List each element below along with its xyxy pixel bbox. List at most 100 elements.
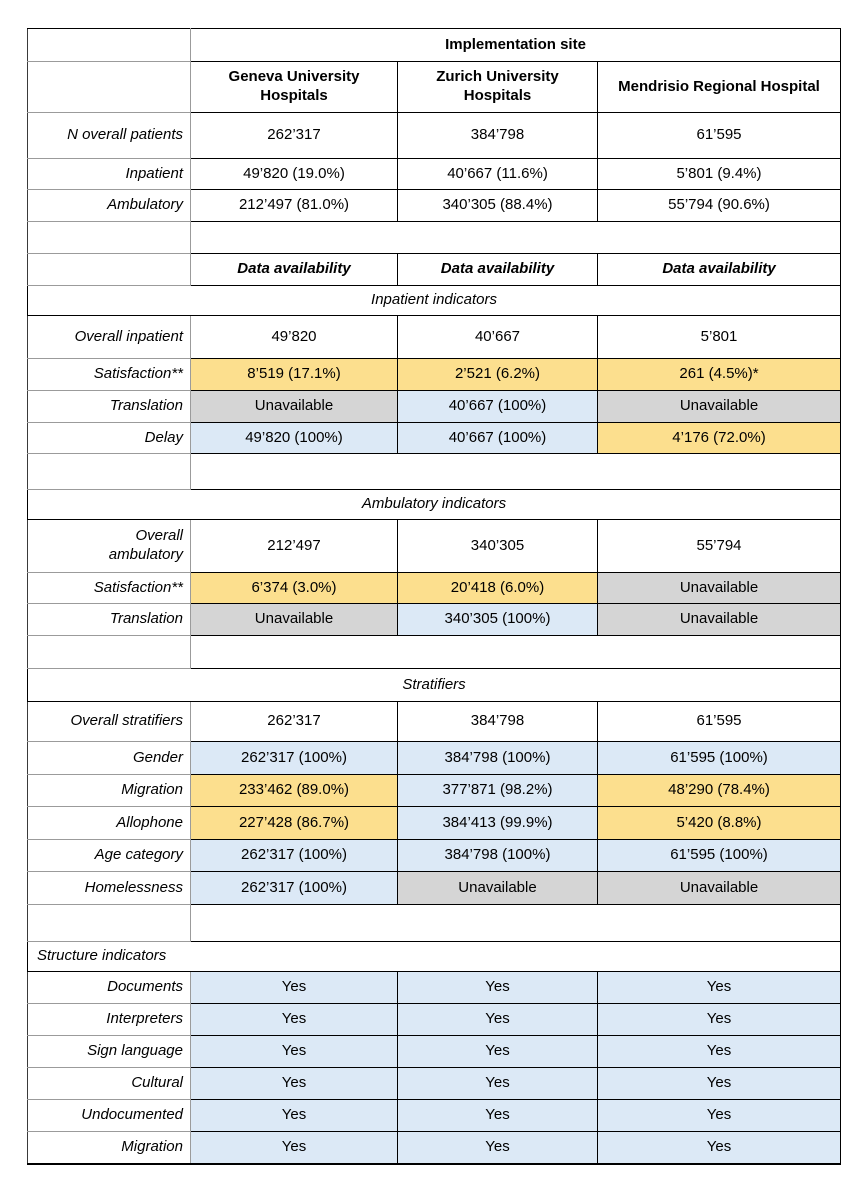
row-label: Inpatient bbox=[27, 158, 191, 190]
row-homelessness: Homelessness 262’317 (100%) Unavailable … bbox=[27, 871, 842, 905]
cell-geneva: 262’317 bbox=[190, 701, 398, 742]
row-label: Allophone bbox=[27, 806, 191, 840]
section-title: Structure indicators bbox=[26, 941, 842, 972]
row-inpatient-delay: Delay 49’820 (100%) 40’667 (100%) 4’176 … bbox=[27, 422, 842, 454]
cell-mendrisio: 55’794 (90.6%) bbox=[596, 189, 842, 222]
cell-zurich: Yes bbox=[397, 1067, 598, 1100]
cell-mendrisio: Yes bbox=[596, 1035, 842, 1068]
cell-zurich: Yes bbox=[397, 1003, 598, 1036]
data-availability-mendrisio: Data availability bbox=[596, 253, 842, 286]
row-hospital-names: Geneva University Hospitals Zurich Unive… bbox=[27, 61, 842, 113]
row-ambulatory-translation: Translation Unavailable 340’305 (100%) U… bbox=[27, 603, 842, 636]
row-label: Gender bbox=[27, 741, 191, 775]
cell-zurich: 340’305 bbox=[397, 519, 598, 573]
row-spacer bbox=[27, 453, 842, 490]
implementation-site-table: Implementation site Geneva University Ho… bbox=[26, 28, 842, 1165]
row-label: Migration bbox=[27, 774, 191, 807]
row-undocumented: Undocumented Yes Yes Yes bbox=[27, 1099, 842, 1132]
cell-zurich: Unavailable bbox=[397, 871, 598, 905]
row-label: Translation bbox=[27, 603, 191, 636]
data-availability-zurich: Data availability bbox=[397, 253, 598, 286]
row-n-overall-patients: N overall patients 262’317 384’798 61’59… bbox=[27, 112, 842, 159]
empty-label-cell bbox=[27, 221, 191, 254]
empty-merged-cell bbox=[189, 221, 842, 254]
row-overall-stratifiers: Overall stratifiers 262’317 384’798 61’5… bbox=[27, 701, 842, 742]
column-header-mendrisio: Mendrisio Regional Hospital bbox=[596, 61, 842, 113]
column-header-geneva: Geneva University Hospitals bbox=[190, 61, 398, 113]
row-label: Sign language bbox=[27, 1035, 191, 1068]
empty-label-cell bbox=[27, 904, 191, 942]
cell-zurich: 2’521 (6.2%) bbox=[397, 358, 598, 391]
empty-label-cell bbox=[27, 453, 191, 490]
cell-zurich: 377’871 (98.2%) bbox=[397, 774, 598, 807]
row-label: Cultural bbox=[27, 1067, 191, 1100]
row-spacer bbox=[27, 221, 842, 254]
empty-label-cell bbox=[27, 635, 191, 669]
cell-geneva: 49’820 bbox=[190, 315, 398, 359]
section-title: Inpatient indicators bbox=[26, 285, 842, 316]
cell-geneva: Yes bbox=[190, 1035, 398, 1068]
cell-mendrisio: Yes bbox=[596, 971, 842, 1004]
row-label: Documents bbox=[27, 971, 191, 1004]
section-ambulatory-indicators: Ambulatory indicators bbox=[26, 489, 842, 520]
cell-mendrisio: 61’595 (100%) bbox=[596, 741, 842, 775]
cell-geneva: Yes bbox=[190, 1003, 398, 1036]
row-documents: Documents Yes Yes Yes bbox=[27, 971, 842, 1004]
data-availability-geneva: Data availability bbox=[190, 253, 398, 286]
cell-mendrisio: 5’801 bbox=[596, 315, 842, 359]
cell-geneva: Unavailable bbox=[190, 603, 398, 636]
section-structure-indicators: Structure indicators bbox=[26, 941, 842, 972]
cell-mendrisio: Unavailable bbox=[596, 871, 842, 905]
cell-mendrisio: Yes bbox=[596, 1003, 842, 1036]
row-label: Delay bbox=[27, 422, 191, 454]
row-spacer bbox=[27, 904, 842, 942]
cell-zurich: Yes bbox=[397, 1131, 598, 1164]
row-interpreters: Interpreters Yes Yes Yes bbox=[27, 1003, 842, 1036]
cell-geneva: 212’497 (81.0%) bbox=[190, 189, 398, 222]
row-ambulatory-satisfaction: Satisfaction** 6’374 (3.0%) 20’418 (6.0%… bbox=[27, 572, 842, 604]
row-migration: Migration 233’462 (89.0%) 377’871 (98.2%… bbox=[27, 774, 842, 807]
section-title: Ambulatory indicators bbox=[26, 489, 842, 520]
cell-mendrisio: Unavailable bbox=[596, 572, 842, 604]
cell-geneva: 262’317 (100%) bbox=[190, 871, 398, 905]
cell-mendrisio: 4’176 (72.0%) bbox=[596, 422, 842, 454]
cell-mendrisio: 55’794 bbox=[596, 519, 842, 573]
row-age-category: Age category 262’317 (100%) 384’798 (100… bbox=[27, 839, 842, 872]
cell-zurich: 40’667 (100%) bbox=[397, 390, 598, 423]
cell-geneva: 262’317 (100%) bbox=[190, 741, 398, 775]
row-gender: Gender 262’317 (100%) 384’798 (100%) 61’… bbox=[27, 741, 842, 775]
row-inpatient-translation: Translation Unavailable 40’667 (100%) Un… bbox=[27, 390, 842, 423]
corner-cell bbox=[27, 28, 191, 62]
row-implementation-site: Implementation site bbox=[27, 28, 842, 62]
cell-mendrisio: 61’595 bbox=[596, 112, 842, 159]
row-label: Overall inpatient bbox=[27, 315, 191, 359]
row-cultural: Cultural Yes Yes Yes bbox=[27, 1067, 842, 1100]
section-inpatient-indicators: Inpatient indicators bbox=[26, 285, 842, 316]
row-label: Translation bbox=[27, 390, 191, 423]
cell-geneva: 262’317 bbox=[190, 112, 398, 159]
cell-zurich: 40’667 (100%) bbox=[397, 422, 598, 454]
row-label: Homelessness bbox=[27, 871, 191, 905]
cell-mendrisio: Yes bbox=[596, 1067, 842, 1100]
cell-geneva: Yes bbox=[190, 1099, 398, 1132]
cell-mendrisio: Yes bbox=[596, 1099, 842, 1132]
cell-zurich: 20’418 (6.0%) bbox=[397, 572, 598, 604]
row-label: Migration bbox=[27, 1131, 191, 1164]
cell-geneva: 8’519 (17.1%) bbox=[190, 358, 398, 391]
row-inpatient-share: Inpatient 49’820 (19.0%) 40’667 (11.6%) … bbox=[27, 158, 842, 190]
cell-mendrisio: 5’801 (9.4%) bbox=[596, 158, 842, 190]
row-inpatient-satisfaction: Satisfaction** 8’519 (17.1%) 2’521 (6.2%… bbox=[27, 358, 842, 391]
cell-mendrisio: Yes bbox=[596, 1131, 842, 1164]
cell-mendrisio: 61’595 (100%) bbox=[596, 839, 842, 872]
cell-zurich: Yes bbox=[397, 971, 598, 1004]
empty-label-cell bbox=[27, 61, 191, 113]
row-label: Age category bbox=[27, 839, 191, 872]
cell-mendrisio: 5’420 (8.8%) bbox=[596, 806, 842, 840]
section-stratifiers: Stratifiers bbox=[26, 668, 842, 702]
row-data-availability: Data availability Data availability Data… bbox=[27, 253, 842, 286]
row-sign-language: Sign language Yes Yes Yes bbox=[27, 1035, 842, 1068]
cell-zurich: 384’798 (100%) bbox=[397, 839, 598, 872]
row-allophone: Allophone 227’428 (86.7%) 384’413 (99.9%… bbox=[27, 806, 842, 840]
row-label: Satisfaction** bbox=[27, 358, 191, 391]
